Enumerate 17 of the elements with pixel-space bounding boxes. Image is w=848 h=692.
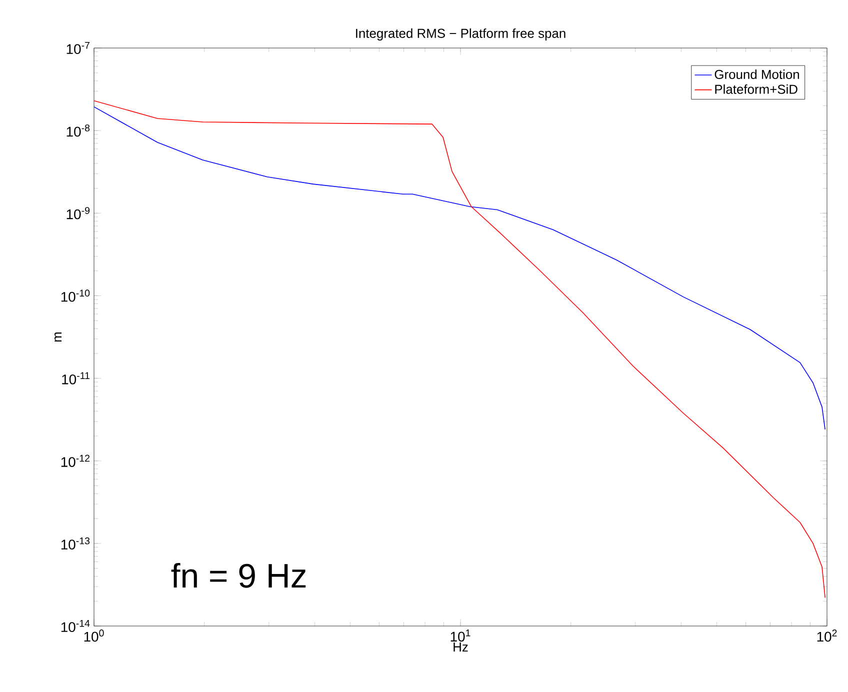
y-tick-label: 10$^{-13}$	[61, 537, 90, 550]
legend-label: Ground Motion	[714, 70, 799, 80]
legend-label: Plateform+SiD	[715, 84, 798, 94]
y-tick-label: 10$^{-11}$	[62, 372, 90, 384]
x-tick-label: 10$^{1}$	[450, 630, 470, 642]
y-tick-label: 10$^{-7}$	[66, 42, 90, 54]
y-tick-label: 10$^{-12}$	[61, 454, 90, 467]
y-tick-label: 10$^{-14}$	[61, 620, 90, 632]
x-axis-title: Hz	[454, 642, 468, 652]
chart-title: Integrated RMS − Platform free span	[356, 28, 566, 41]
y-tick-label: 10$^{-8}$	[66, 124, 90, 137]
y-axis-title: m	[54, 332, 62, 342]
x-tick-label: 10$^{2}$	[817, 630, 837, 642]
y-tick-label: 10$^{-10}$	[61, 290, 90, 302]
annotation: fn = 9 Hz	[171, 562, 306, 588]
y-tick-label: 10$^{-9}$	[66, 207, 90, 220]
x-tick-label: 10$^{0}$	[84, 630, 104, 642]
